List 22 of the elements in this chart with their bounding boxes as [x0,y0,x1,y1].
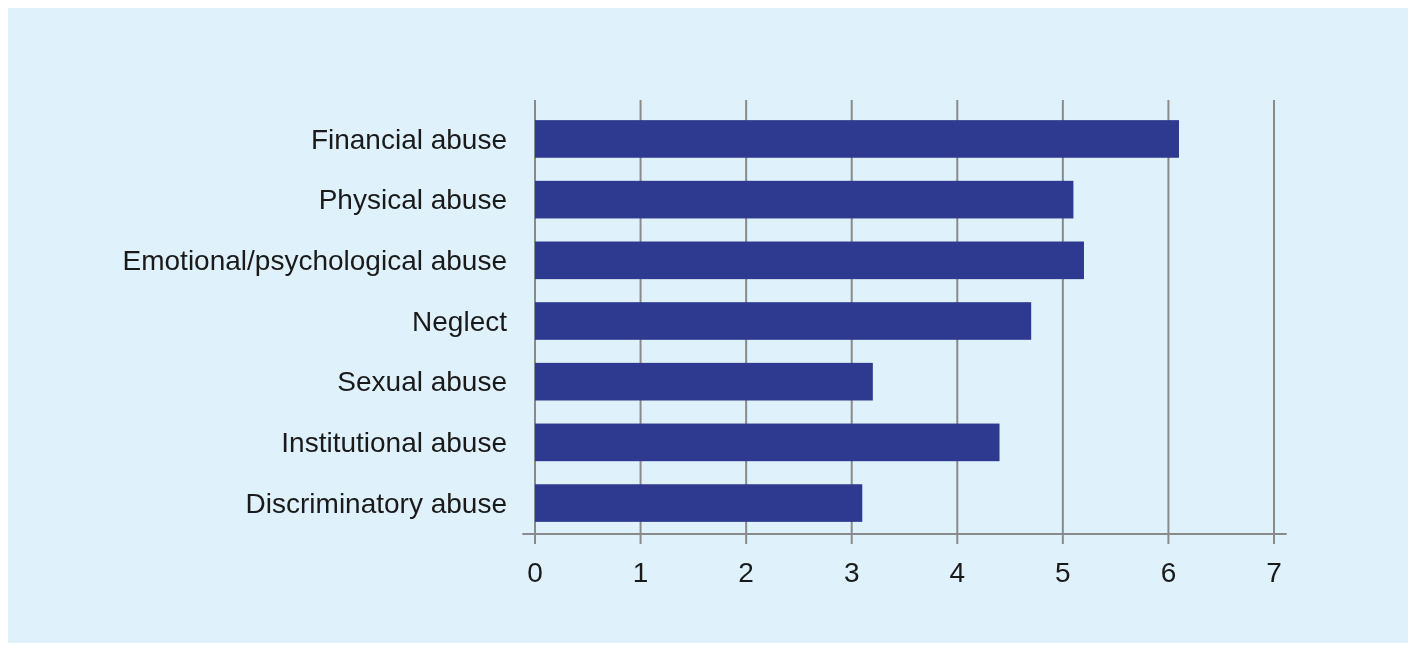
x-tick-label: 5 [1055,557,1071,588]
y-tick-label: Discriminatory abuse [245,487,507,519]
y-tick-label: Neglect [412,305,508,337]
y-tick-label: Institutional abuse [281,427,507,459]
x-tick-label: 2 [738,557,754,588]
bar [535,180,1074,219]
x-tick-label: 0 [527,557,543,588]
bar [535,362,873,401]
y-tick-label: Sexual abuse [337,366,507,398]
x-tick-label: 1 [632,557,649,588]
y-tick-label: Financial abuse [310,123,507,155]
x-tick-label: 3 [843,557,860,588]
y-tick-label: Physical abuse [318,184,507,216]
bar [535,484,863,522]
x-tick-label: 6 [1160,557,1177,588]
bar [535,241,1084,280]
bar [535,120,1179,158]
x-tick-label: 7 [1266,557,1282,588]
y-tick-label: Emotional/psychological abuse [122,245,507,277]
bar [535,423,1000,462]
x-tick-label: 4 [949,557,966,588]
bar [535,302,1032,340]
